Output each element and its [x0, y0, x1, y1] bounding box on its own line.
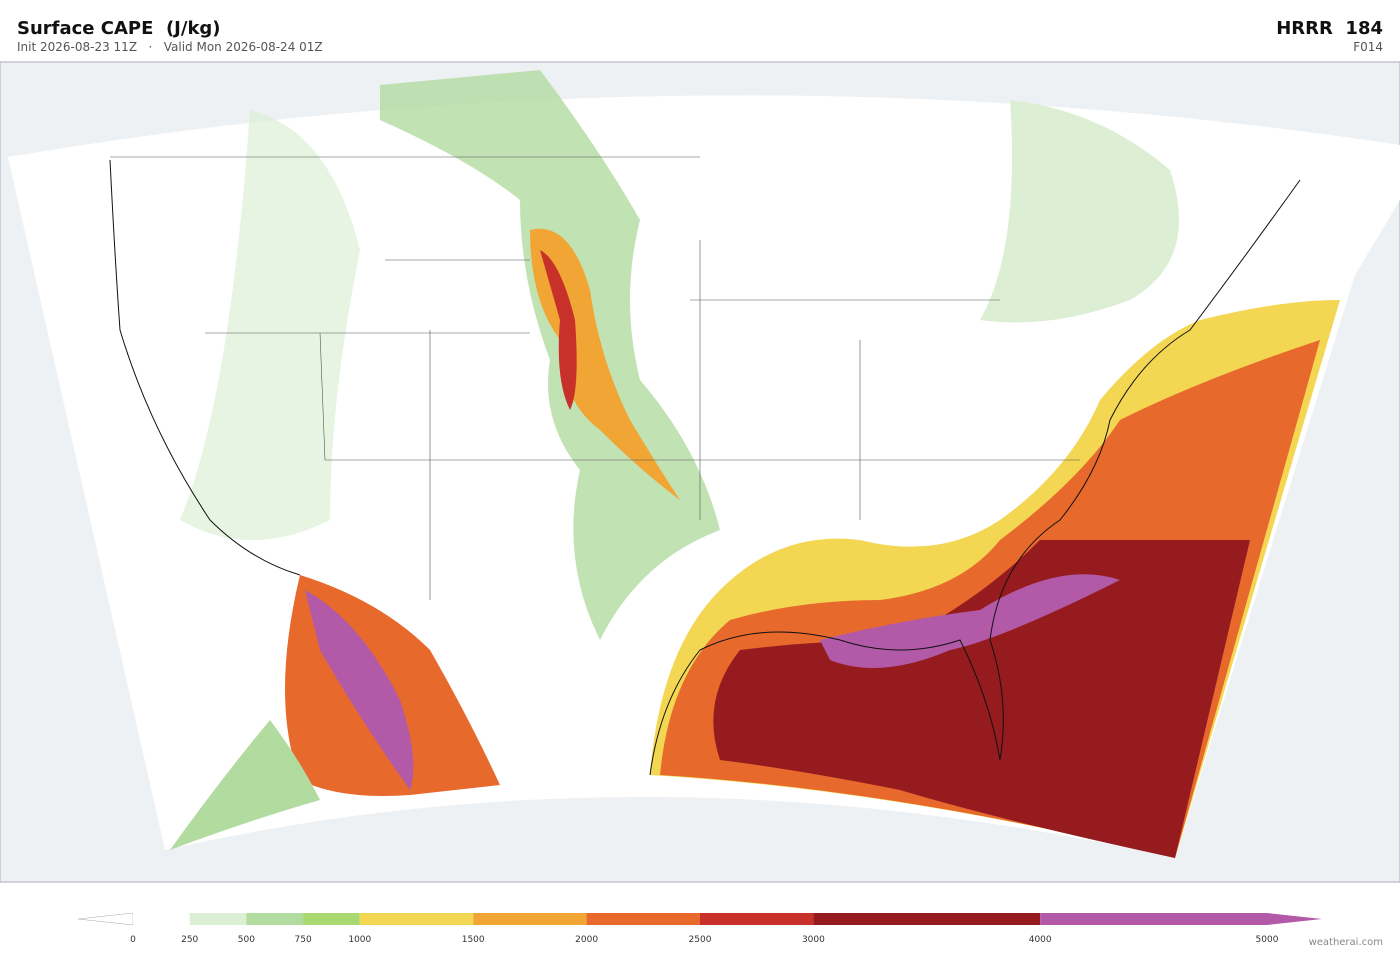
colorbar-tick-label: 5000	[1256, 935, 1279, 945]
cape-region	[305, 590, 414, 790]
colorbar-segment	[700, 913, 814, 925]
colorbar-tick-label: 2500	[689, 935, 712, 945]
colorbar-segment	[303, 913, 360, 925]
colorbar-tick-label: 2000	[575, 935, 598, 945]
colorbar-tick-label: 0	[130, 935, 136, 945]
colorbar-segment	[133, 913, 190, 925]
subtitle: Init 2026-08-23 11Z · Valid Mon 2026-08-…	[17, 40, 323, 54]
coastline	[109, 159, 1301, 776]
title: Surface CAPE (J/kg)	[17, 18, 221, 39]
colorbar-segment	[813, 913, 1041, 925]
model: HRRR 184	[1276, 18, 1383, 39]
credit: weatherai.com	[1309, 937, 1383, 948]
colorbar-tick-label: 4000	[1029, 935, 1052, 945]
colorbar-tick-label: 3000	[802, 935, 825, 945]
colorbar-segment	[586, 913, 700, 925]
colorbar-extension-low	[77, 912, 134, 926]
colorbar-segment	[359, 913, 474, 925]
colorbar-tick-label: 500	[238, 935, 255, 945]
colorbar-tick-label: 750	[295, 935, 312, 945]
cape-region	[170, 720, 320, 850]
cape-region	[820, 574, 1120, 668]
colorbar-segment	[1040, 913, 1267, 925]
colorbar-segment	[473, 913, 587, 925]
map	[0, 61, 1400, 883]
cape-region	[380, 70, 720, 640]
cape-region	[713, 540, 1250, 858]
colorbar-segment	[189, 913, 247, 925]
colorbar-tick-label: 1000	[348, 935, 371, 945]
colorbar-segment	[246, 913, 304, 925]
colorbar-tick-label: 1500	[462, 935, 485, 945]
colorbar: 0 250 500 750 1000 1500 2000 2500 3000 4000 5000	[77, 912, 1322, 945]
cape-region	[180, 110, 360, 540]
colorbar-tick-label: 250	[181, 935, 198, 945]
cape-region	[540, 250, 577, 410]
cape-region	[980, 100, 1179, 323]
state-borders	[110, 156, 1080, 600]
forecast-hour: F014	[1353, 40, 1383, 54]
colorbar-extension-high	[1267, 913, 1322, 925]
